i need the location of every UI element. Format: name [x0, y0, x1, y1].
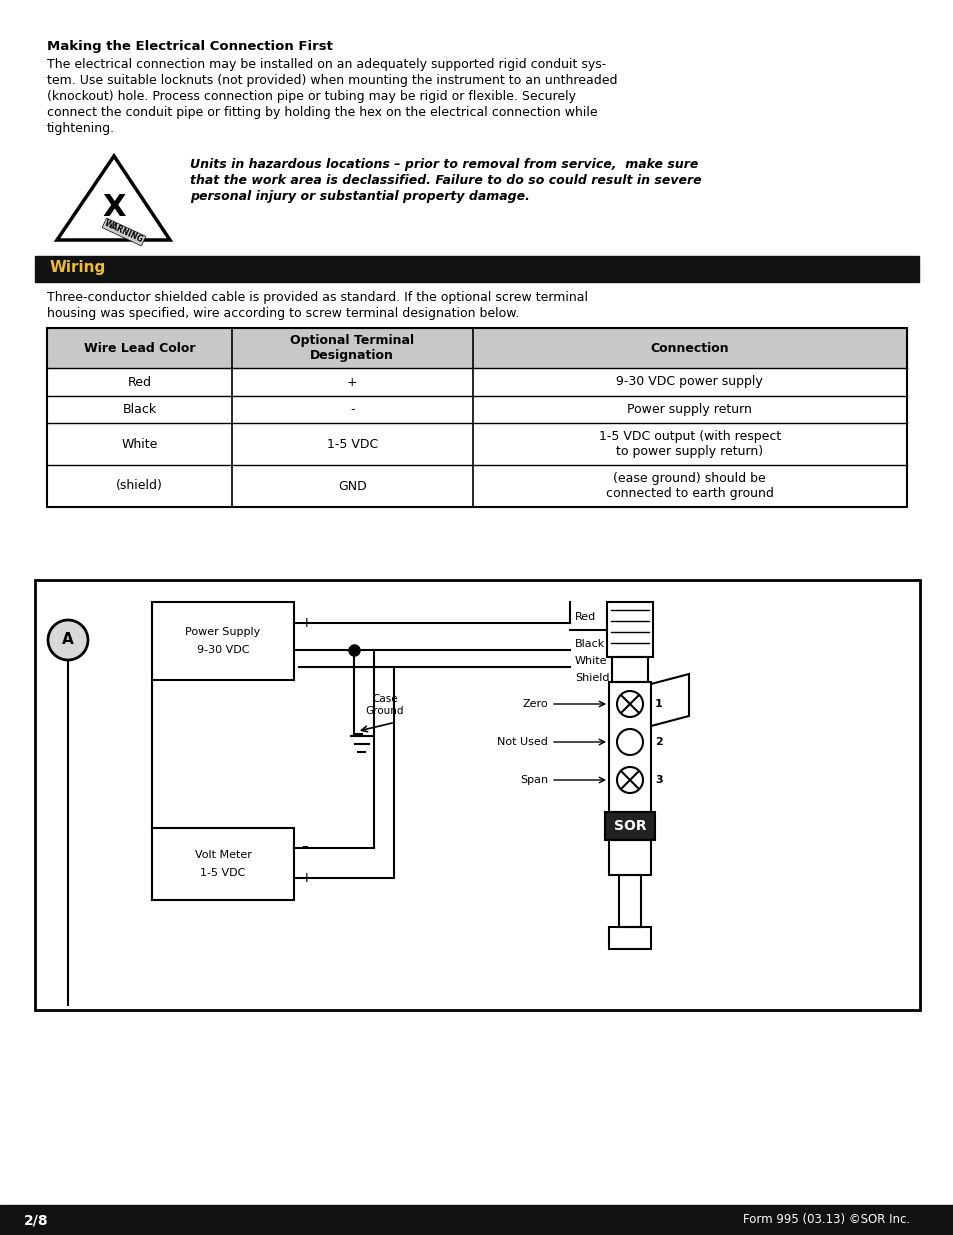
Text: Black: Black	[122, 403, 156, 416]
Text: that the work area is declassified. Failure to do so could result in severe: that the work area is declassified. Fail…	[190, 174, 700, 186]
Text: (shield): (shield)	[116, 479, 163, 493]
Text: Red: Red	[575, 613, 596, 622]
Text: Wiring: Wiring	[50, 261, 106, 275]
Text: 2: 2	[655, 737, 662, 747]
Text: Span: Span	[519, 776, 547, 785]
Bar	[608, 840, 650, 876]
Bar	[152, 827, 294, 900]
Bar	[604, 811, 655, 840]
Text: –: –	[301, 643, 308, 657]
Bar	[47, 329, 906, 508]
Bar	[152, 601, 294, 680]
Text: personal injury or substantial property damage.: personal injury or substantial property …	[190, 190, 529, 203]
Bar	[0, 1205, 953, 1235]
Text: +: +	[301, 872, 313, 885]
Text: X: X	[102, 193, 126, 221]
Text: 1-5 VDC output (with respect
to power supply return): 1-5 VDC output (with respect to power su…	[598, 430, 781, 458]
Bar	[608, 682, 650, 811]
Circle shape	[617, 692, 642, 718]
Bar	[35, 256, 918, 282]
Text: Making the Electrical Connection First: Making the Electrical Connection First	[47, 40, 333, 53]
Text: 9-30 VDC: 9-30 VDC	[196, 645, 249, 655]
Bar	[612, 657, 647, 682]
Text: Zero: Zero	[522, 699, 547, 709]
Text: SOR: SOR	[613, 819, 645, 832]
Text: -: -	[350, 403, 355, 416]
Text: 2/8: 2/8	[24, 1213, 49, 1228]
Text: The electrical connection may be installed on an adequately supported rigid cond: The electrical connection may be install…	[47, 58, 605, 70]
Text: 1-5 VDC: 1-5 VDC	[326, 437, 377, 451]
Text: Black: Black	[575, 640, 604, 650]
Text: tem. Use suitable locknuts (not provided) when mounting the instrument to an unt: tem. Use suitable locknuts (not provided…	[47, 74, 617, 86]
Text: (ease ground) should be
connected to earth ground: (ease ground) should be connected to ear…	[605, 472, 773, 500]
Text: housing was specified, wire according to screw terminal designation below.: housing was specified, wire according to…	[47, 308, 518, 320]
Text: (knockout) hole. Process connection pipe or tubing may be rigid or flexible. Sec: (knockout) hole. Process connection pipe…	[47, 90, 576, 103]
Text: Optional Terminal
Designation: Optional Terminal Designation	[290, 333, 414, 362]
Bar	[10, 1209, 62, 1231]
Bar	[618, 876, 640, 927]
Text: Volt Meter: Volt Meter	[194, 850, 252, 860]
Text: Wire Lead Color: Wire Lead Color	[84, 342, 195, 354]
Text: 3: 3	[655, 776, 662, 785]
Circle shape	[617, 729, 642, 755]
Text: +: +	[301, 616, 313, 630]
Text: White: White	[575, 656, 607, 667]
Text: Form 995 (03.13) ©SOR Inc.: Form 995 (03.13) ©SOR Inc.	[742, 1214, 909, 1226]
Text: Red: Red	[128, 375, 152, 389]
Circle shape	[48, 620, 88, 659]
Text: GND: GND	[337, 479, 366, 493]
Text: WARNING: WARNING	[103, 219, 145, 245]
Polygon shape	[650, 674, 688, 726]
Text: +: +	[347, 375, 357, 389]
Text: Three-conductor shielded cable is provided as standard. If the optional screw te: Three-conductor shielded cable is provid…	[47, 291, 587, 304]
Text: 9-30 VDC power supply: 9-30 VDC power supply	[616, 375, 762, 389]
Text: White: White	[121, 437, 157, 451]
Text: Units in hazardous locations – prior to removal from service,  make sure: Units in hazardous locations – prior to …	[190, 158, 698, 170]
Circle shape	[617, 767, 642, 793]
Text: 1-5 VDC: 1-5 VDC	[200, 868, 246, 878]
Bar	[47, 329, 906, 368]
Text: Power Supply: Power Supply	[185, 627, 260, 637]
Text: Connection: Connection	[650, 342, 728, 354]
Text: –: –	[301, 841, 308, 855]
Polygon shape	[57, 156, 170, 240]
Text: 1: 1	[655, 699, 662, 709]
Text: tightening.: tightening.	[47, 122, 115, 135]
Bar	[606, 601, 652, 657]
Bar	[608, 927, 650, 948]
Text: connect the conduit pipe or fitting by holding the hex on the electrical connect: connect the conduit pipe or fitting by h…	[47, 106, 597, 119]
Bar	[35, 580, 919, 1010]
Text: Not Used: Not Used	[497, 737, 547, 747]
Text: Case
Ground: Case Ground	[365, 694, 404, 716]
Text: Shield: Shield	[575, 673, 609, 683]
Text: A: A	[62, 632, 73, 647]
Text: Power supply return: Power supply return	[627, 403, 752, 416]
